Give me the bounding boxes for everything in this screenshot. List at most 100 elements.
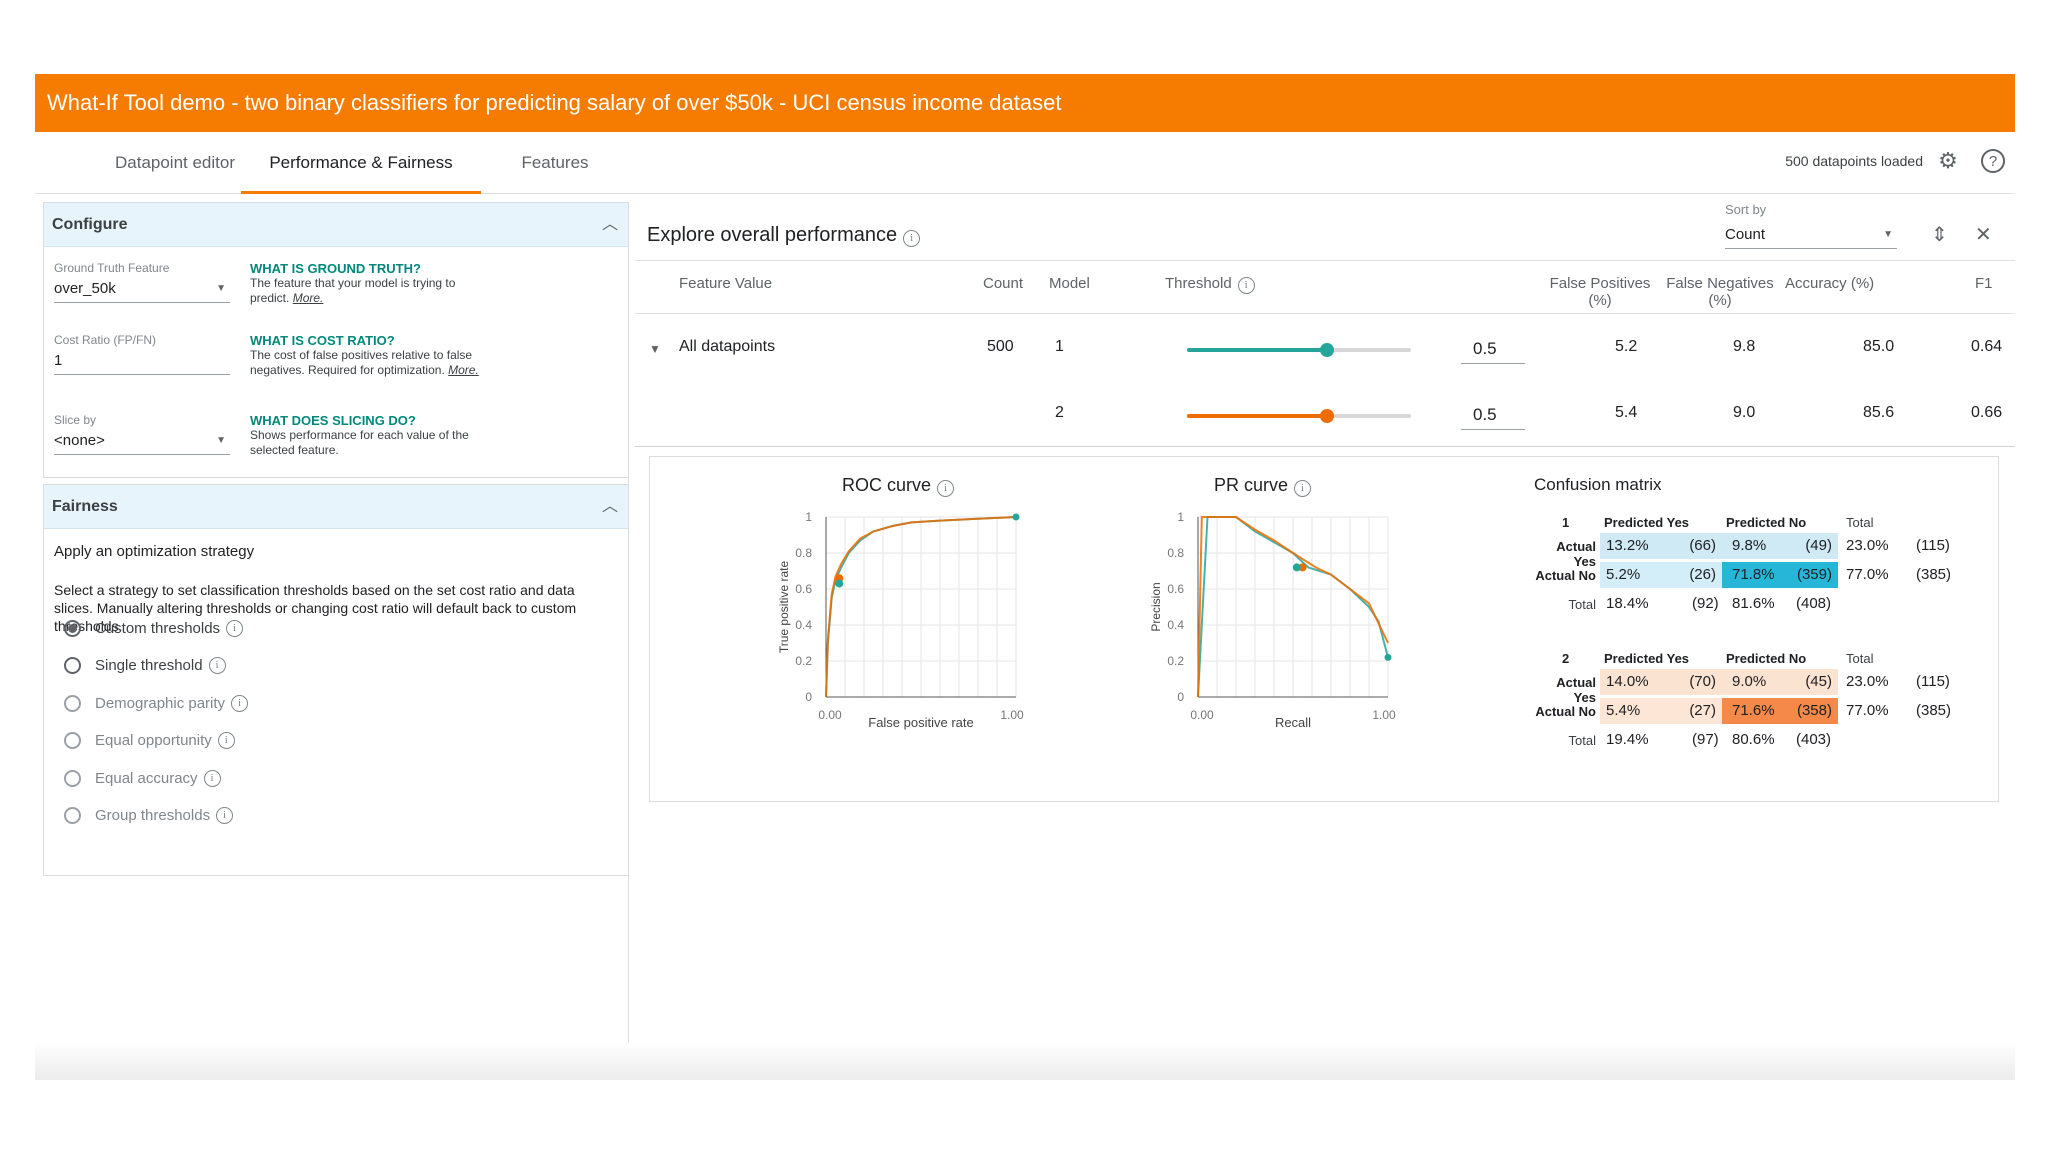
sort-order-icon[interactable]: ⇕ <box>1931 224 1948 246</box>
threshold-input[interactable]: 0.5 <box>1461 400 1525 430</box>
cm-total-label: Total <box>1568 733 1596 748</box>
threshold-input[interactable]: 0.5 <box>1461 334 1525 364</box>
col-feature-value: Feature Value <box>679 275 773 292</box>
info-icon[interactable]: i <box>203 769 221 787</box>
x-tick-label: 1.00 <box>1372 708 1396 722</box>
cm-cell-predicted-no: 71.6% (358) <box>1722 698 1838 724</box>
tab-performance-fairness[interactable]: Performance & Fairness <box>241 132 481 194</box>
radio-button[interactable] <box>64 619 81 637</box>
strategy-radio-4[interactable]: Equal accuracy i <box>64 765 221 791</box>
radio-button[interactable] <box>64 807 81 824</box>
end-point <box>1384 653 1392 661</box>
strategy-label: Equal opportunity <box>95 732 212 749</box>
info-icon[interactable]: i <box>208 657 226 674</box>
cm-col-total: 19.4% <box>1606 731 1649 748</box>
collapse-icon[interactable]: ✕ <box>1975 224 1992 246</box>
info-icon[interactable]: i <box>937 480 955 497</box>
radio-button[interactable] <box>64 657 81 674</box>
configure-header[interactable]: Configure ︿ <box>44 203 628 247</box>
radio-button[interactable] <box>64 769 81 787</box>
cost-ratio-input[interactable]: 1 <box>54 349 230 375</box>
cm-row-total: 77.0% <box>1846 566 1889 583</box>
info-icon[interactable]: i <box>217 732 235 749</box>
threshold-slider-knob[interactable] <box>1320 409 1334 423</box>
info-icon[interactable]: i <box>226 619 244 637</box>
false-positives-value: 5.4 <box>1615 404 1638 421</box>
pr-title: PR curve i <box>1214 475 1312 497</box>
col-false-positives[interactable]: False Positives (%) <box>1549 275 1651 309</box>
cm-col-total: 18.4% <box>1606 595 1649 612</box>
cost-ratio-hint-title: WHAT IS COST RATIO? <box>250 333 395 348</box>
tab-features[interactable]: Features <box>521 153 589 172</box>
strategy-radio-3[interactable]: Equal opportunity i <box>64 728 235 754</box>
explore-title: Explore overall performance <box>647 224 898 246</box>
y-axis-label: Precision <box>1149 582 1163 631</box>
fairness-panel: Fairness ︿ Apply an optimization strategy… <box>43 484 629 876</box>
ground-truth-field: Ground Truth Feature over_50k ▼ <box>54 261 230 303</box>
threshold-slider-knob[interactable] <box>1320 343 1334 357</box>
y-tick-label: 0.8 <box>1167 546 1184 560</box>
gear-icon[interactable]: ⚙ <box>1938 148 1958 173</box>
y-tick-label: 0.2 <box>1167 654 1184 668</box>
col-count[interactable]: Count <box>983 275 1024 292</box>
col-f1[interactable]: F1 <box>1975 275 1993 292</box>
ground-truth-more-link[interactable]: More. <box>292 291 324 305</box>
confusion-matrix-title: Confusion matrix <box>1534 475 1662 494</box>
chevron-down-icon[interactable]: ▼ <box>649 342 661 356</box>
strategy-radio-2[interactable]: Demographic parity i <box>64 690 249 716</box>
cm-count: (45) <box>1805 673 1832 690</box>
performance-panel: Explore overall performance i Sort by Cou… <box>635 202 2015 1080</box>
model-id: 1 <box>1055 338 1064 355</box>
info-icon[interactable]: i <box>231 694 249 712</box>
ground-truth-select[interactable]: over_50k ▼ <box>54 277 230 303</box>
cm-count: (27) <box>1689 702 1716 719</box>
optimization-heading: Apply an optimization strategy <box>54 543 255 560</box>
configure-panel: Configure ︿ Ground Truth Feature over_50k… <box>43 202 629 478</box>
cm-row-label: Actual Yes <box>1556 539 1596 569</box>
configure-title: Configure <box>52 216 128 233</box>
operating-point-2 <box>1298 563 1307 572</box>
sort-by-select[interactable]: Count ▼ <box>1725 221 1897 249</box>
operating-point-1 <box>1292 563 1301 572</box>
strategy-label: Demographic parity <box>95 694 226 712</box>
cm-row-total-count: (385) <box>1916 566 1952 583</box>
info-icon[interactable]: i <box>903 230 921 247</box>
tab-datapoint-editor[interactable]: Datapoint editor <box>114 153 236 172</box>
bottom-shade <box>35 1042 2015 1080</box>
info-icon[interactable]: i <box>216 807 234 824</box>
cm-cell-predicted-yes: 5.2% (26) <box>1600 562 1722 588</box>
col-false-negatives[interactable]: False Negatives (%) <box>1666 275 1774 309</box>
fairness-title: Fairness <box>52 498 118 515</box>
info-icon[interactable]: i <box>1294 480 1312 497</box>
cm-row-total-count: (385) <box>1916 702 1952 719</box>
strategy-radio-0[interactable]: Custom thresholds i <box>64 615 244 641</box>
cm-col-total-count: (92) <box>1692 595 1719 612</box>
slice-by-select[interactable]: <none> ▼ <box>54 429 230 455</box>
dropdown-arrow-icon: ▼ <box>216 283 226 294</box>
y-axis-label: True positive rate <box>777 561 791 654</box>
section-divider <box>635 446 2015 447</box>
radio-button[interactable] <box>64 732 81 749</box>
app-title: What-If Tool demo - two binary classifie… <box>47 90 1062 115</box>
cost-ratio-more-link[interactable]: More. <box>448 363 479 377</box>
strategy-radio-1[interactable]: Single threshold i <box>64 653 226 679</box>
info-icon[interactable]: i <box>1237 277 1255 294</box>
slice-by-hint-text: Shows performance for each value of the … <box>250 428 469 457</box>
y-tick-label: 0.2 <box>795 654 812 668</box>
sort-by-value: Count <box>1725 226 1766 243</box>
chevron-up-icon[interactable]: ︿ <box>601 498 618 515</box>
cm-row-total: 23.0% <box>1846 673 1889 690</box>
cost-ratio-hint: WHAT IS COST RATIO? The cost of false po… <box>250 333 490 378</box>
chevron-up-icon[interactable]: ︿ <box>601 216 618 233</box>
strategy-radio-5[interactable]: Group thresholds i <box>64 803 234 829</box>
cm-row-label: Actual Yes <box>1556 675 1596 705</box>
y-tick-label: 0.8 <box>795 546 812 560</box>
radio-button[interactable] <box>64 694 81 712</box>
col-accuracy[interactable]: Accuracy (%) <box>1785 275 1875 292</box>
fairness-header[interactable]: Fairness ︿ <box>44 485 628 529</box>
strategy-label: Custom thresholds <box>95 619 221 637</box>
row-count: 500 <box>987 338 1014 355</box>
charts-area: ROC curve i 1 0.8 0.6 0.4 0.2 0 0.00 1.00 False p… <box>649 456 1999 802</box>
help-icon[interactable]: ? <box>1981 149 2005 173</box>
ground-truth-hint-title: WHAT IS GROUND TRUTH? <box>250 261 421 276</box>
